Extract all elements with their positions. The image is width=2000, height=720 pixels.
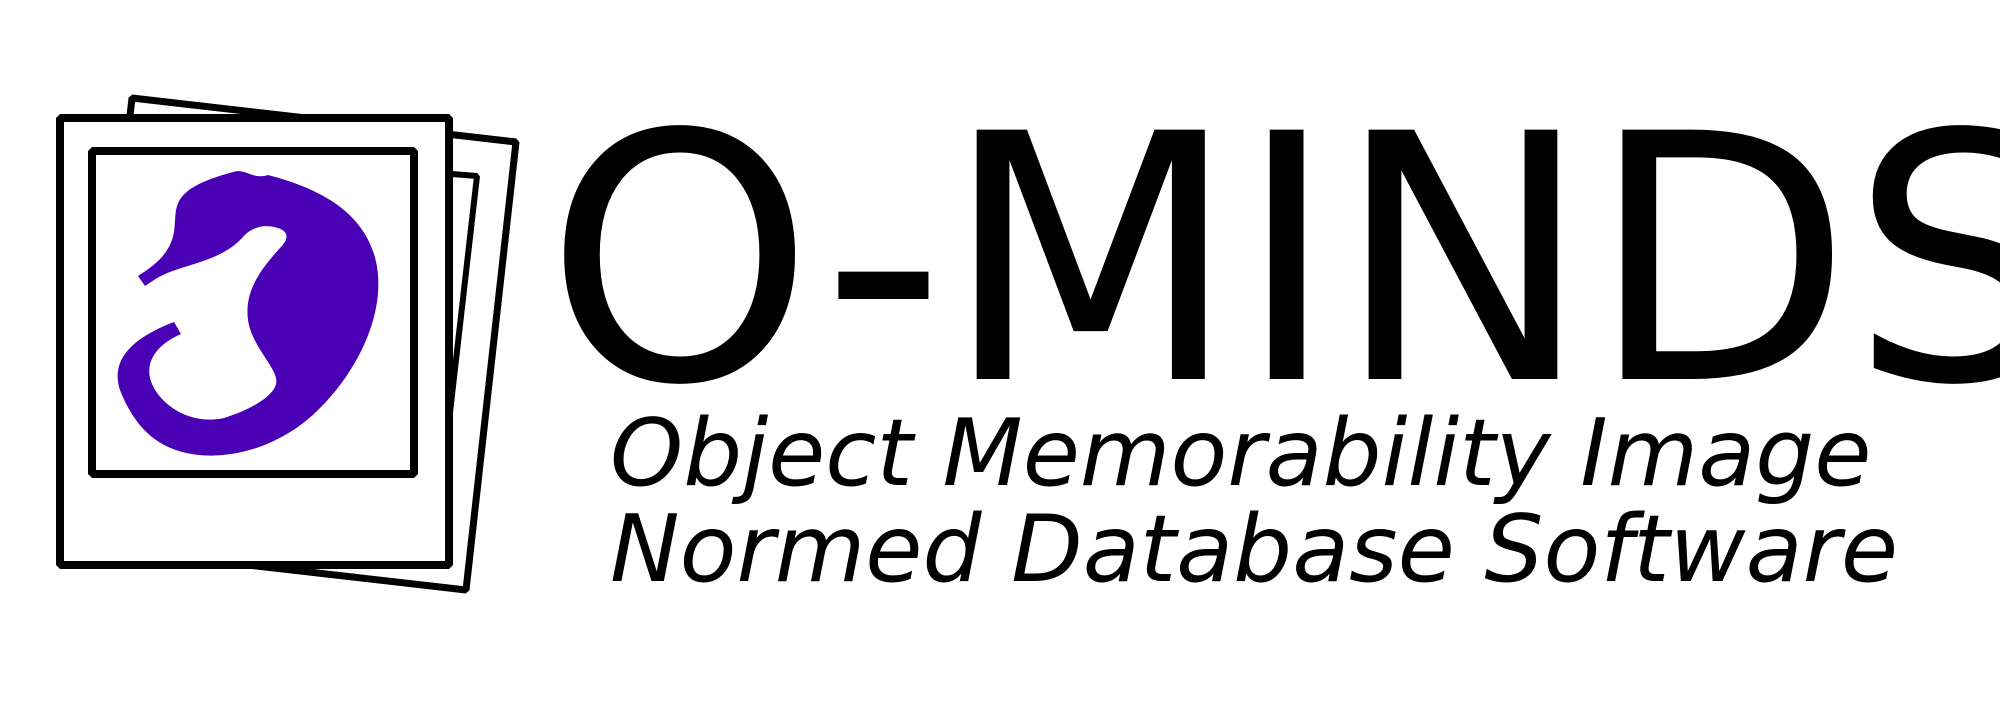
purple-head-icon bbox=[117, 171, 379, 456]
subtitle-line-2: Normed Database Software bbox=[610, 495, 1899, 603]
subtitle-line-1: Object Memorability Image bbox=[610, 399, 1872, 507]
photo-stack-logo-icon bbox=[56, 94, 520, 594]
brand-subtitle: Object Memorability Image Normed Databas… bbox=[610, 405, 1898, 597]
brand-title: O-MINDS bbox=[545, 62, 2000, 460]
